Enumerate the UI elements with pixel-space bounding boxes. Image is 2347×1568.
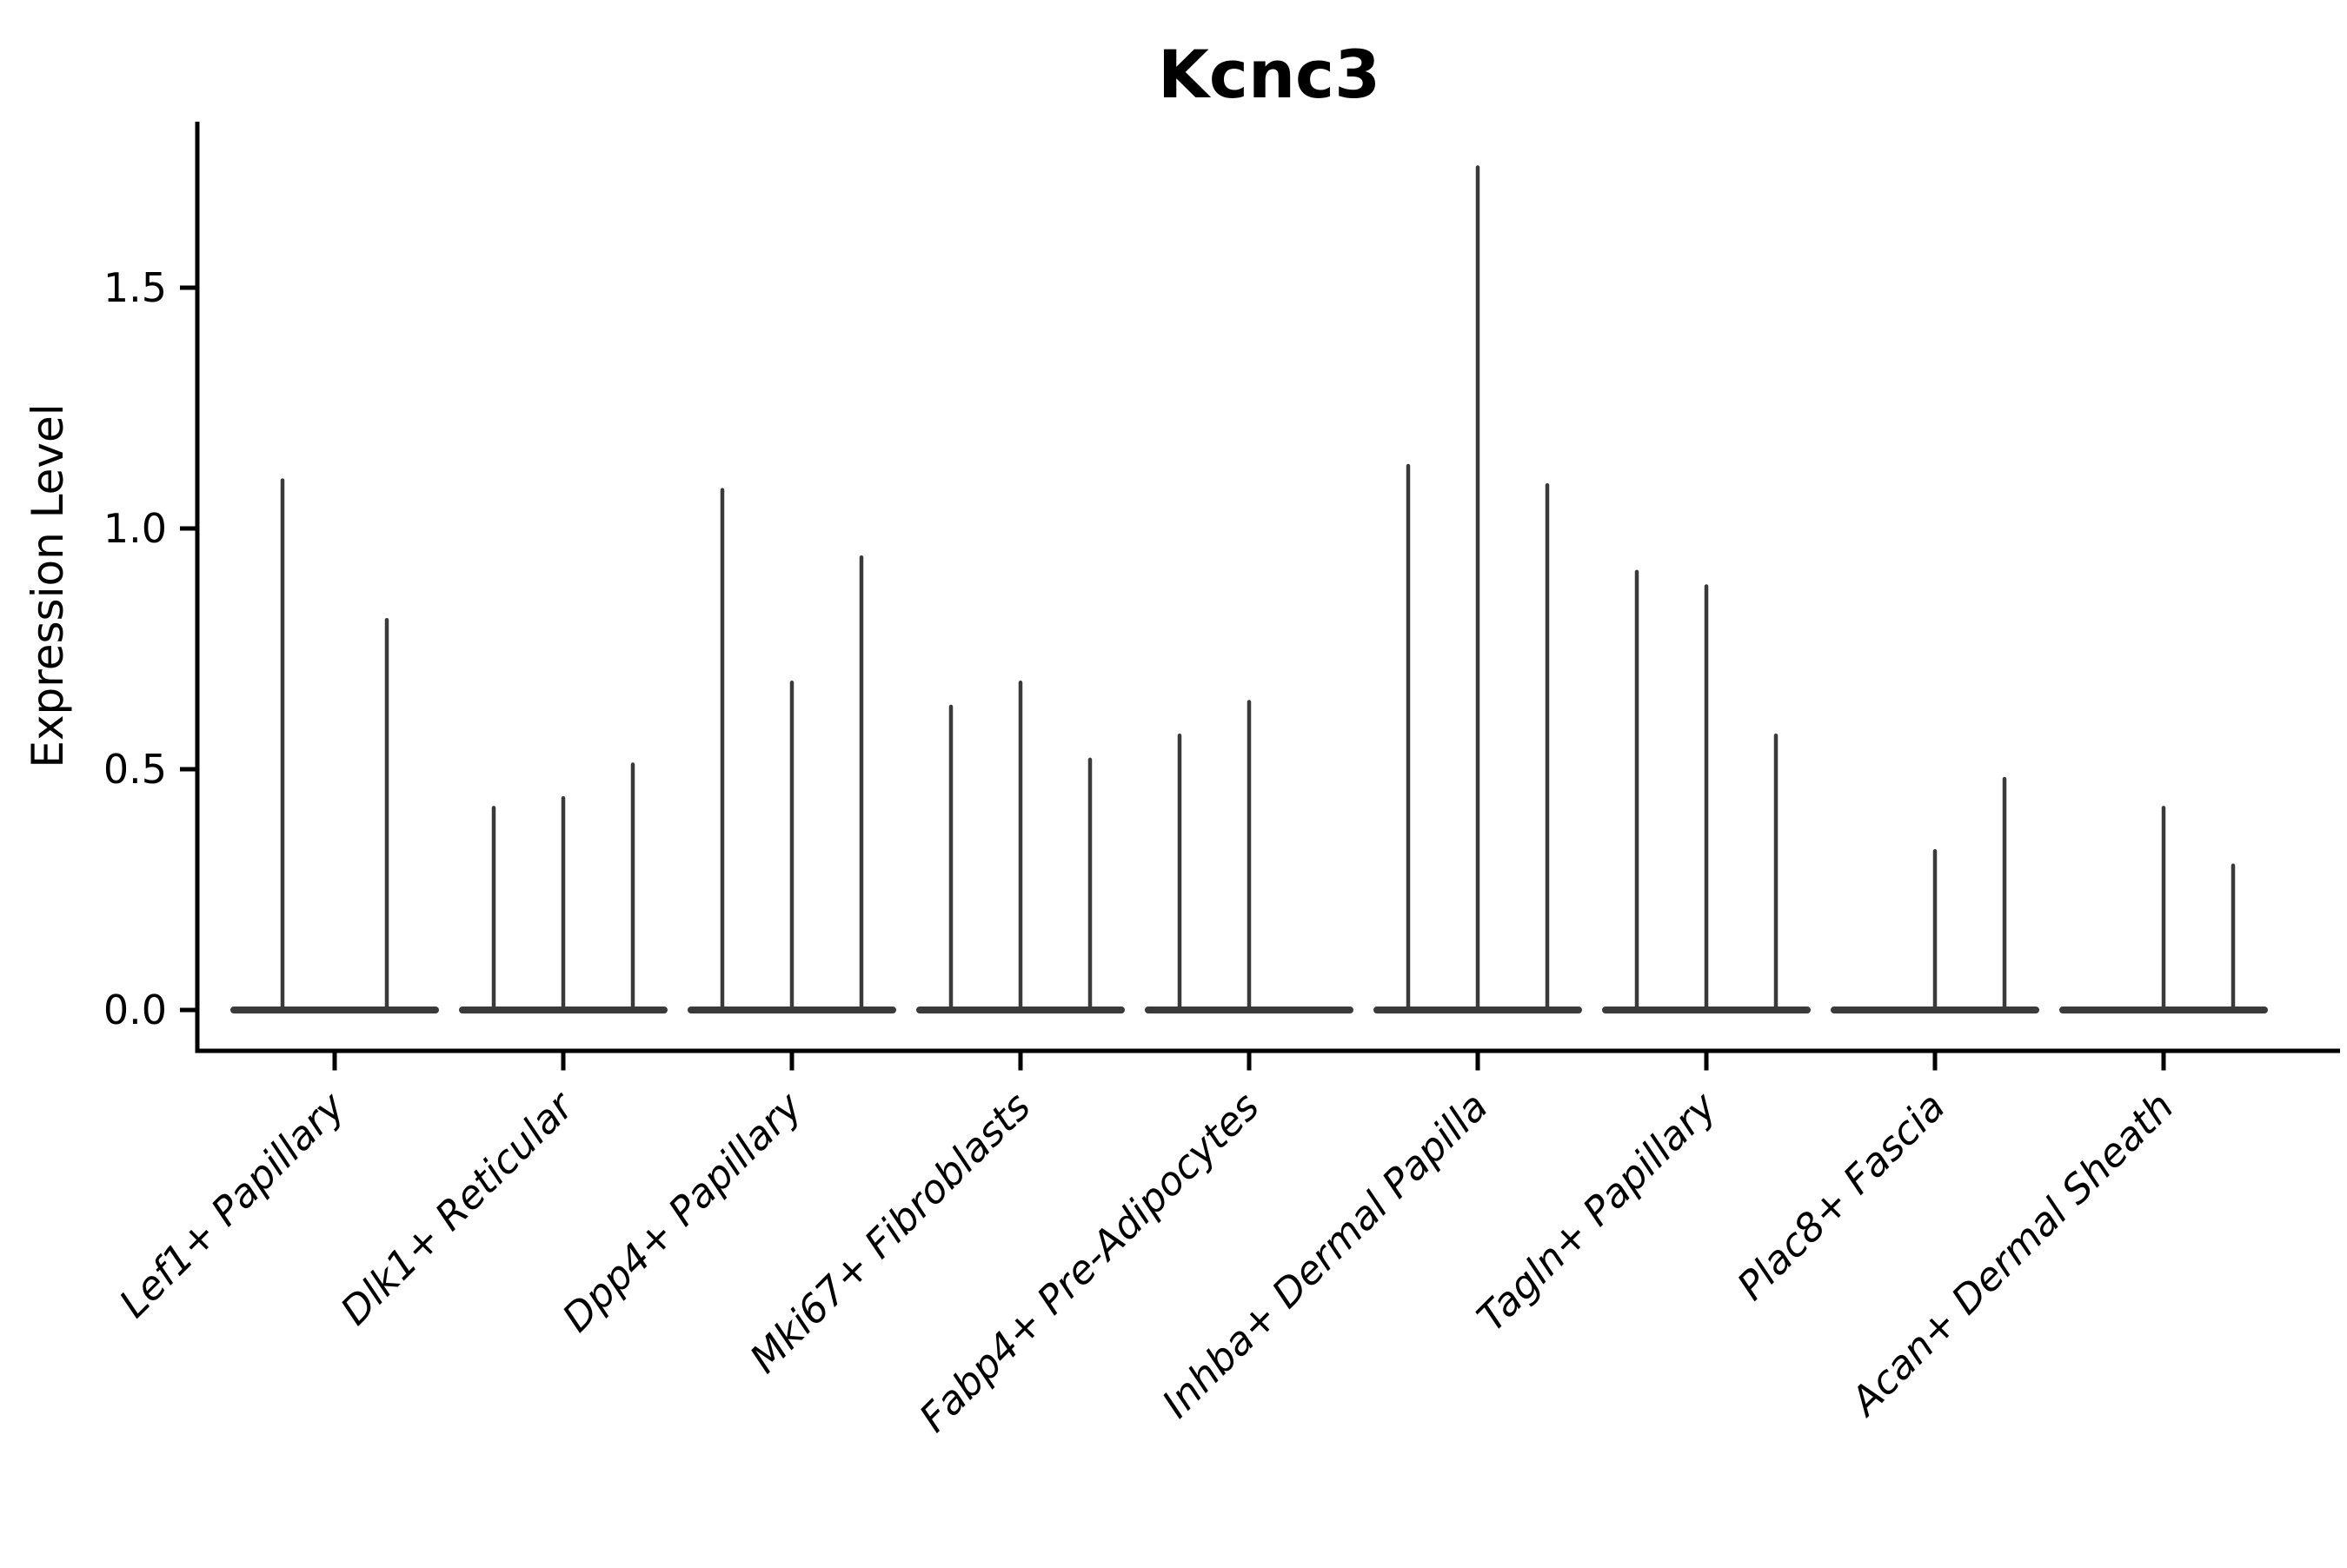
violin-baseline <box>230 1007 439 1013</box>
x-tick-label: Dlk1+ Reticular <box>331 1082 583 1334</box>
y-tick-label: 0.5 <box>103 746 167 793</box>
y-axis-label: Expression Level <box>23 403 73 767</box>
x-tick-label: Lef1+ Papillary <box>110 1082 355 1326</box>
y-tick-label: 0.0 <box>103 987 167 1033</box>
y-tick-label: 1.5 <box>103 264 167 311</box>
x-tick-label: Tagln+ Papillary <box>1468 1082 1726 1340</box>
x-tick-label: Dpp4+ Papillary <box>554 1082 812 1340</box>
violins-layer <box>230 165 2268 1013</box>
x-tick-label: Plac8+ Fascia <box>1728 1083 1954 1309</box>
y-tick-labels: 0.0 0.5 1.0 1.5 <box>103 264 167 1033</box>
chart-title: Kcnc3 <box>1158 36 1380 113</box>
axes-layer <box>180 122 2340 1071</box>
y-tick-label: 1.0 <box>103 505 167 552</box>
